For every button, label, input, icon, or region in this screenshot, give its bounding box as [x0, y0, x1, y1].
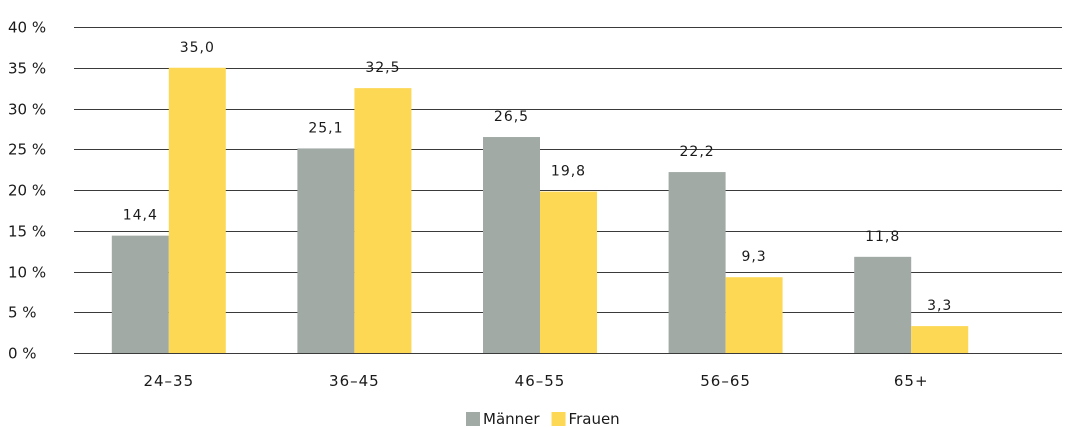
- bar-frauen: [168, 67, 226, 353]
- x-axis-category-labels: 24–35 36–45 46–55 56–65 65+: [143, 372, 929, 390]
- legend: Männer Frauen: [466, 410, 620, 428]
- legend-swatch-männer: [466, 412, 480, 426]
- y-tick-label: 10 %: [8, 264, 46, 282]
- bar-frauen: [540, 191, 597, 353]
- data-label: 25,1: [308, 120, 343, 136]
- data-labels: 14,4 35,0 25,1 32,5 26,5 19,8 22,2 9,3 11,8 3,3: [123, 40, 952, 314]
- y-axis-tick-labels: 0 % 5 % 10 % 15 % 20 % 25 % 30 % 35 % 40 %: [8, 19, 46, 363]
- bar-männer: [854, 256, 912, 353]
- legend-label: Männer: [483, 410, 540, 428]
- y-tick-label: 20 %: [8, 182, 46, 200]
- y-tick-label: 35 %: [8, 60, 46, 78]
- data-label: 35,0: [180, 40, 215, 56]
- data-label: 3,3: [927, 298, 952, 314]
- data-label: 19,8: [551, 164, 586, 180]
- gridlines: [74, 27, 1062, 354]
- y-tick-label: 0 %: [8, 345, 37, 363]
- bar-männer: [297, 148, 355, 353]
- bar-frauen: [911, 326, 969, 353]
- legend-swatch-frauen: [551, 412, 566, 426]
- bar-frauen: [354, 88, 412, 353]
- x-category-label: 24–35: [143, 372, 194, 390]
- bar-männer: [111, 235, 169, 353]
- bar-frauen: [725, 277, 783, 353]
- data-label: 14,4: [123, 208, 158, 224]
- data-label: 9,3: [741, 249, 766, 265]
- y-tick-label: 5 %: [8, 304, 37, 322]
- y-tick-label: 30 %: [8, 101, 46, 119]
- y-tick-label: 15 %: [8, 223, 46, 241]
- bar-männer: [483, 137, 540, 353]
- data-label: 26,5: [494, 109, 529, 125]
- legend-label: Frauen: [569, 410, 620, 428]
- x-category-label: 36–45: [329, 372, 380, 390]
- bar-männer: [668, 172, 726, 353]
- data-label: 22,2: [680, 144, 715, 160]
- y-tick-label: 40 %: [8, 19, 46, 37]
- data-label: 32,5: [365, 60, 400, 76]
- data-label: 11,8: [865, 229, 900, 245]
- bars: [111, 67, 969, 353]
- x-category-label: 65+: [894, 372, 929, 390]
- x-category-label: 56–65: [700, 372, 751, 390]
- y-tick-label: 25 %: [8, 141, 46, 159]
- x-category-label: 46–55: [515, 372, 566, 390]
